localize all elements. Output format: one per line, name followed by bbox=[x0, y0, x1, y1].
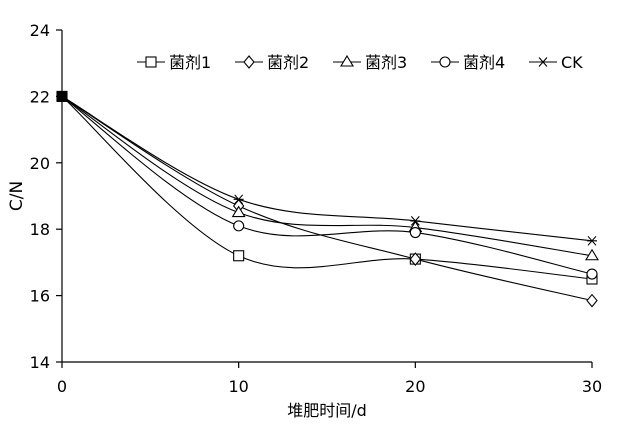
axes bbox=[61, 30, 592, 363]
data-point-star-5 bbox=[587, 235, 597, 246]
ticks: 14 16 18 20 22 24 0 10 20 30 bbox=[30, 21, 603, 396]
x-axis-label: 堆肥时间/d bbox=[287, 401, 367, 420]
data-point-circle-4 bbox=[586, 268, 598, 280]
series-line-5 bbox=[61, 95, 593, 242]
legend-marker-circle bbox=[439, 56, 451, 68]
x-tick-label: 0 bbox=[57, 377, 67, 396]
data-point-star-5 bbox=[233, 194, 244, 205]
data-point-circle-4 bbox=[409, 226, 421, 239]
legend-marker-star bbox=[538, 57, 548, 67]
legend-label-2: 菌剂2 bbox=[267, 53, 309, 72]
series-line-2 bbox=[61, 95, 593, 302]
x-tick-label: 30 bbox=[582, 377, 602, 396]
y-tick-label: 16 bbox=[30, 287, 50, 306]
legend-marker-diamond bbox=[243, 55, 255, 69]
x-tick-label: 20 bbox=[405, 377, 425, 396]
data-point-diamond-2 bbox=[409, 252, 422, 266]
data-point-star-5 bbox=[410, 216, 421, 226]
legend-marker-square bbox=[145, 56, 157, 68]
data-point-triangle-3 bbox=[231, 205, 246, 218]
x-tick-label: 10 bbox=[228, 377, 248, 396]
series-line-1 bbox=[61, 95, 593, 280]
y-tick-label: 22 bbox=[30, 87, 50, 106]
legend-marker-triangle bbox=[340, 54, 354, 67]
legend-label-4: 菌剂4 bbox=[463, 53, 505, 72]
data-point-square-1 bbox=[233, 250, 245, 262]
start-data-point bbox=[56, 90, 68, 102]
series-lines bbox=[61, 95, 593, 302]
legend: 菌剂1 菌剂2 菌剂3 菌剂4 CK bbox=[137, 53, 583, 72]
data-point-diamond-2 bbox=[586, 293, 598, 308]
y-tick-label: 14 bbox=[30, 353, 50, 372]
series-line-3 bbox=[61, 95, 593, 257]
y-axis-label: C/N bbox=[7, 181, 27, 211]
y-tick-label: 24 bbox=[30, 21, 50, 40]
legend-label-5: CK bbox=[561, 53, 583, 72]
series-markers bbox=[56, 90, 599, 308]
data-point-triangle-3 bbox=[585, 248, 599, 261]
legend-label-1: 菌剂1 bbox=[169, 53, 211, 72]
legend-label-3: 菌剂3 bbox=[365, 53, 407, 72]
y-tick-label: 20 bbox=[30, 154, 50, 173]
y-tick-label: 18 bbox=[30, 220, 50, 239]
data-point-circle-4 bbox=[233, 220, 245, 232]
series-line-4 bbox=[61, 95, 593, 275]
